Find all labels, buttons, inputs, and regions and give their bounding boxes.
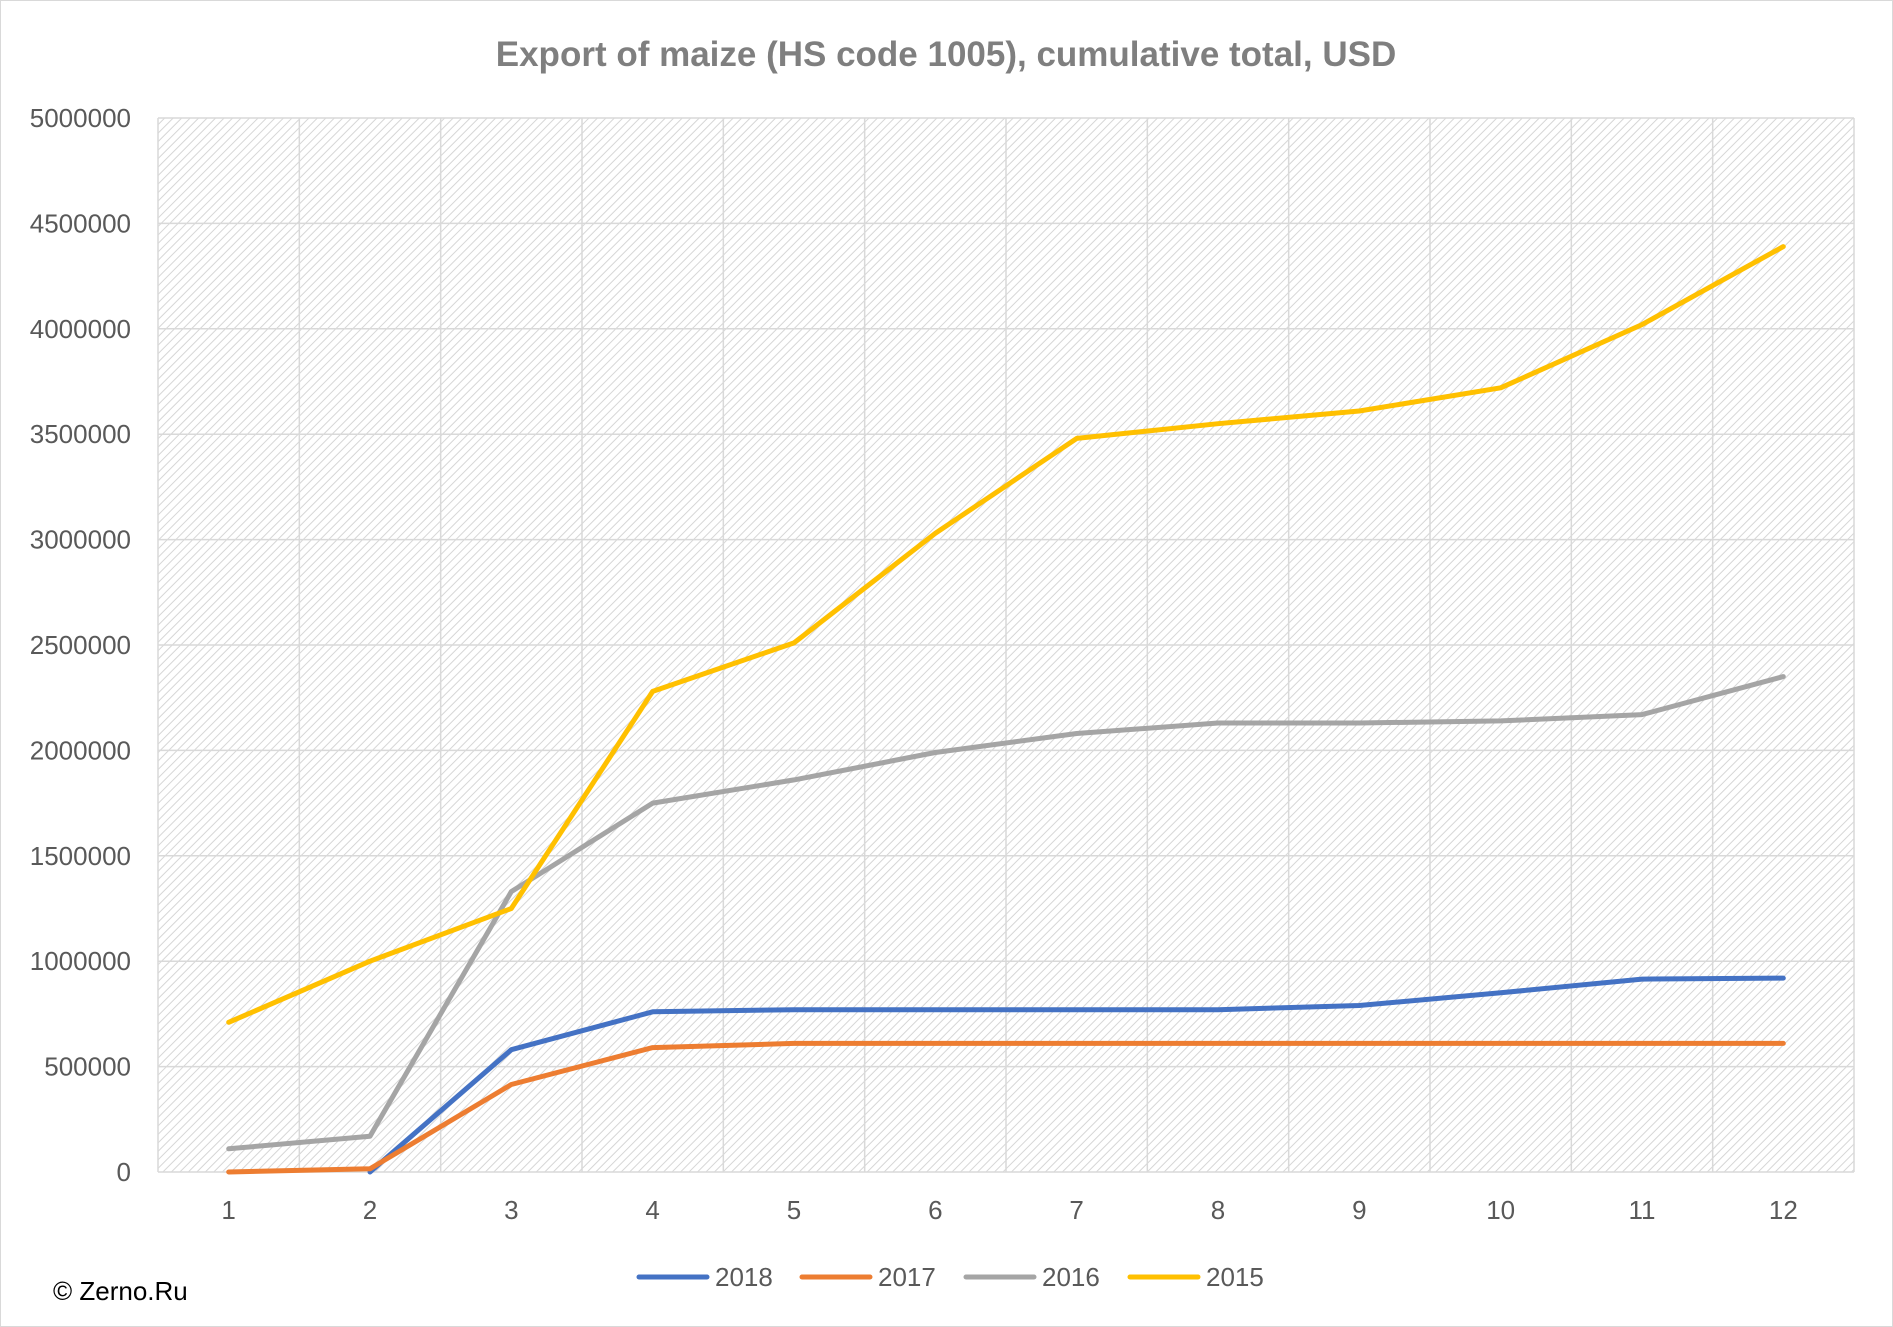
legend-label-2016: 2016	[1042, 1262, 1100, 1292]
legend-label-2018: 2018	[715, 1262, 773, 1292]
x-tick-label: 3	[504, 1195, 518, 1225]
x-tick-label: 7	[1069, 1195, 1083, 1225]
chart-title: Export of maize (HS code 1005), cumulati…	[496, 35, 1397, 74]
y-axis-ticks: 0 500000 1000000 1500000 2000000 2500000 30000…	[30, 103, 131, 1187]
y-tick-label: 0	[117, 1157, 131, 1187]
x-tick-label: 6	[928, 1195, 942, 1225]
gridlines	[157, 117, 1855, 1173]
legend-label-2015: 2015	[1206, 1262, 1264, 1292]
series-lines	[226, 244, 1786, 1175]
x-tick-label: 11	[1629, 1195, 1656, 1225]
y-tick-label: 500000	[44, 1052, 131, 1082]
legend-label-2017: 2017	[878, 1262, 936, 1292]
y-tick-label: 3000000	[30, 525, 131, 555]
x-tick-label: 10	[1486, 1195, 1515, 1225]
x-tick-label: 12	[1769, 1195, 1798, 1225]
x-tick-label: 1	[221, 1195, 235, 1225]
y-tick-label: 1500000	[30, 841, 131, 871]
y-tick-label: 3500000	[30, 419, 131, 449]
series-line-2018	[367, 975, 1786, 1175]
x-tick-label: 9	[1352, 1195, 1366, 1225]
y-tick-label: 2000000	[30, 735, 131, 765]
y-tick-label: 1000000	[30, 946, 131, 976]
x-tick-label: 4	[645, 1195, 659, 1225]
legend: 2018 2017 2016 2015	[636, 1262, 1264, 1292]
copyright-text: © Zerno.Ru	[53, 1276, 188, 1306]
series-line-2015	[226, 244, 1786, 1025]
y-tick-label: 2500000	[30, 630, 131, 660]
y-tick-label: 5000000	[30, 103, 131, 133]
x-axis-ticks: 1 2 3 4 5 6 7 8 9 10 11 12	[221, 1195, 1797, 1225]
series-line-2017	[226, 1040, 1786, 1175]
y-tick-label: 4500000	[30, 208, 131, 238]
y-tick-label: 4000000	[30, 314, 131, 344]
x-tick-label: 8	[1211, 1195, 1225, 1225]
x-tick-label: 5	[787, 1195, 801, 1225]
series-line-2016	[226, 674, 1786, 1152]
x-tick-label: 2	[363, 1195, 377, 1225]
